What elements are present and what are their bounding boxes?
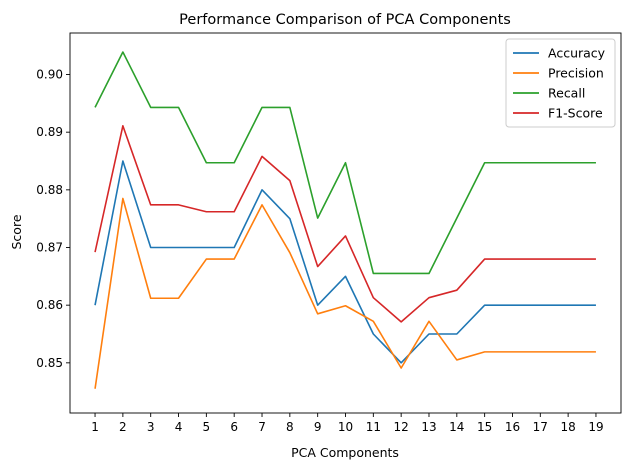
y-tick-label: 0.90 [36, 68, 63, 82]
plot-area: 1 2 3 4 5 6 7 8 9 10 11 12 13 14 15 16 17 18 190.850.860.8… [36, 32, 622, 434]
y-tick-label: 0.86 [36, 298, 63, 312]
legend-label-precision: Precision [548, 66, 604, 81]
x-tick-label: 19 [588, 420, 603, 434]
series-line-precision [94, 197, 596, 389]
legend-label-recall: Recall [548, 86, 585, 101]
y-tick-label: 0.85 [36, 356, 63, 370]
y-tick-label: 0.87 [36, 241, 63, 255]
x-tick-label: 4 [175, 420, 183, 434]
x-tick-label: 8 [286, 420, 294, 434]
x-tick-label: 17 [533, 420, 548, 434]
x-tick-label: 6 [230, 420, 238, 434]
x-tick-label: 12 [394, 420, 409, 434]
x-tick-label: 18 [560, 420, 575, 434]
x-tick-label: 2 [119, 420, 127, 434]
x-tick-label: 11 [366, 420, 381, 434]
x-tick-label: 10 [338, 420, 353, 434]
x-tick-label: 9 [314, 420, 322, 434]
x-tick-label: 7 [258, 420, 266, 434]
y-tick-label: 0.89 [36, 125, 63, 139]
series-line-recall [94, 51, 596, 275]
series-line-accuracy [94, 160, 596, 364]
x-tick-label: 16 [505, 420, 520, 434]
chart-title: Performance Comparison of PCA Components [179, 12, 511, 28]
legend-label-accuracy: Accuracy [548, 46, 606, 61]
x-tick-label: 14 [449, 420, 464, 434]
x-axis-label: PCA Components [291, 445, 399, 460]
x-tick-label: 3 [147, 420, 155, 434]
x-tick-label: 15 [477, 420, 492, 434]
x-tick-label: 5 [203, 420, 211, 434]
legend-label-f1-score: F1-Score [548, 106, 603, 121]
x-tick-label: 13 [421, 420, 436, 434]
legend-box [505, 38, 616, 128]
y-tick-label: 0.88 [36, 183, 63, 197]
y-axis-label: Score [9, 214, 24, 249]
x-tick-label: 1 [91, 420, 99, 434]
legend: Accuracy Precision Recall F1-Score [505, 38, 616, 128]
series-line-f1-score [94, 125, 596, 323]
